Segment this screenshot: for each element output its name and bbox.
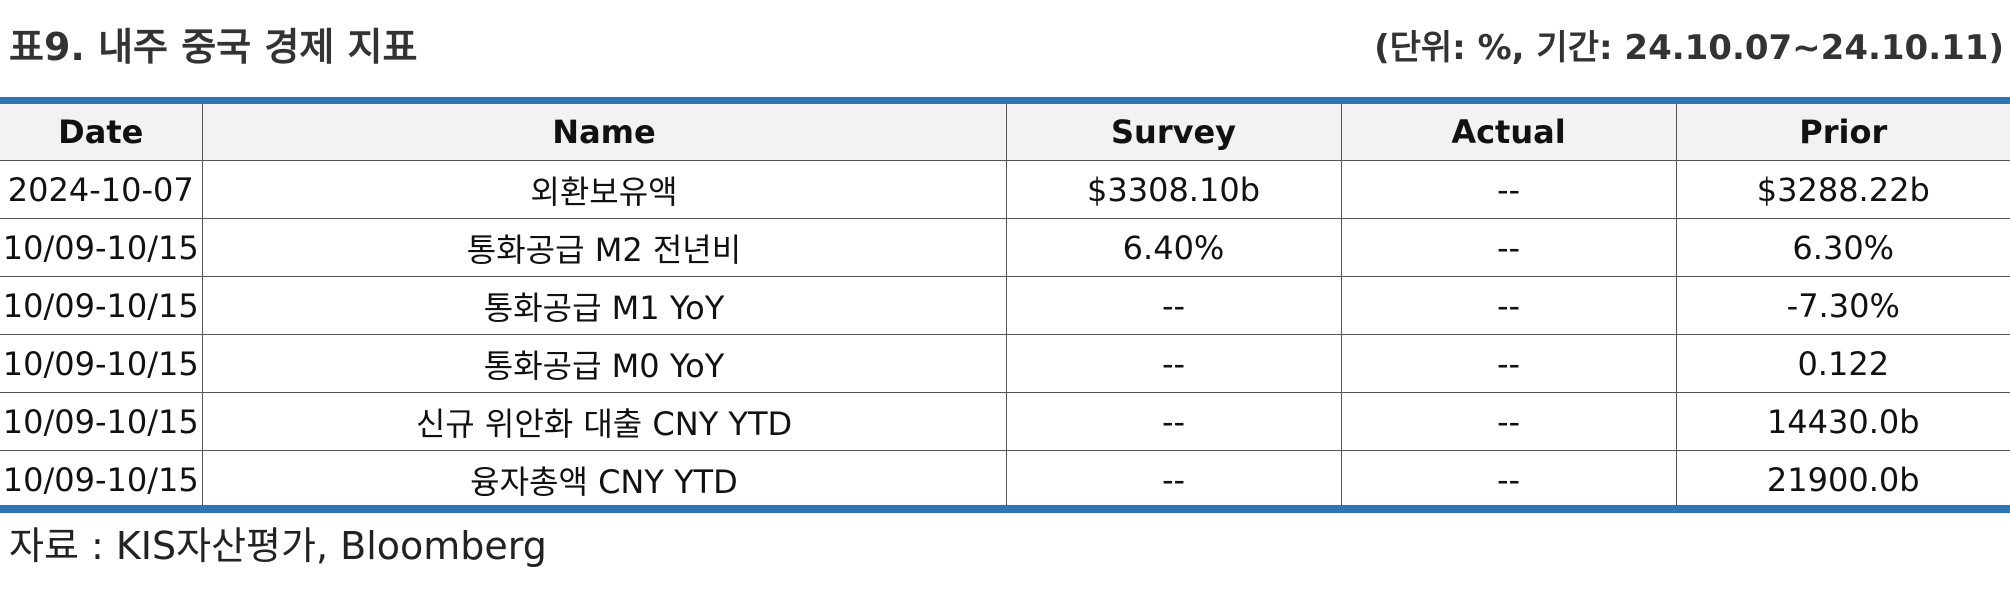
actual-cell: -- xyxy=(1340,276,1676,335)
actual-cell: -- xyxy=(1340,160,1676,219)
table-row: 10/09-10/15 통화공급 M1 YoY -- -- -7.30% xyxy=(0,276,2010,335)
name-cell: 통화공급 M1 YoY xyxy=(201,276,1006,335)
name-cell: 외환보유액 xyxy=(201,160,1006,219)
prior-cell: 0.122 xyxy=(1675,334,2010,393)
table-row: 10/09-10/15 융자총액 CNY YTD -- -- 21900.0b xyxy=(0,450,2010,508)
table-row: 10/09-10/15 신규 위안화 대출 CNY YTD -- -- 1443… xyxy=(0,392,2010,451)
column-header-prior: Prior xyxy=(1675,104,2010,161)
top-accent-rule xyxy=(0,97,2010,104)
name-cell: 통화공급 M0 YoY xyxy=(201,334,1006,393)
actual-cell: -- xyxy=(1340,218,1676,277)
table-row: 10/09-10/15 통화공급 M2 전년비 6.40% -- 6.30% xyxy=(0,218,2010,277)
table-title: 표9. 내주 중국 경제 지표 xyxy=(9,25,418,69)
survey-cell: -- xyxy=(1005,392,1341,451)
survey-cell: -- xyxy=(1005,276,1341,335)
date-cell: 10/09-10/15 xyxy=(0,218,202,277)
header-row: Date Name Survey Actual Prior xyxy=(0,104,2010,161)
column-header-survey: Survey xyxy=(1005,104,1341,161)
source-note: 자료 : KIS자산평가, Bloomberg xyxy=(9,524,547,568)
date-cell: 10/09-10/15 xyxy=(0,334,202,393)
survey-cell: -- xyxy=(1005,450,1341,508)
prior-cell: 6.30% xyxy=(1675,218,2010,277)
column-header-date: Date xyxy=(0,104,202,161)
table-row: 10/09-10/15 통화공급 M0 YoY -- -- 0.122 xyxy=(0,334,2010,393)
prior-cell: 21900.0b xyxy=(1675,450,2010,508)
name-cell: 통화공급 M2 전년비 xyxy=(201,218,1006,277)
actual-cell: -- xyxy=(1340,392,1676,451)
date-cell: 10/09-10/15 xyxy=(2,460,199,499)
survey-cell: 6.40% xyxy=(1005,218,1341,277)
actual-cell: -- xyxy=(1340,334,1676,393)
bottom-accent-rule xyxy=(0,505,2010,513)
date-cell: 10/09-10/15 xyxy=(0,276,202,335)
unit-period-note: (단위: %, 기간: 24.10.07~24.10.11) xyxy=(1374,28,2004,68)
survey-cell: -- xyxy=(1005,334,1341,393)
table-row: 2024-10-07 외환보유액 $3308.10b -- $3288.22b xyxy=(0,160,2010,219)
prior-cell: $3288.22b xyxy=(1675,160,2010,219)
survey-cell: $3308.10b xyxy=(1005,160,1341,219)
prior-cell: -7.30% xyxy=(1675,276,2010,335)
prior-cell: 14430.0b xyxy=(1675,392,2010,451)
date-cell: 2024-10-07 xyxy=(0,160,202,219)
date-cell: 10/09-10/15 xyxy=(0,392,202,451)
actual-cell: -- xyxy=(1340,450,1676,508)
indicator-table: Date Name Survey Actual Prior 2024-10-07… xyxy=(0,104,2010,508)
name-cell: 융자총액 CNY YTD xyxy=(201,450,1006,508)
column-header-name: Name xyxy=(201,104,1006,161)
name-cell: 신규 위안화 대출 CNY YTD xyxy=(201,392,1006,451)
column-header-actual: Actual xyxy=(1340,104,1676,161)
